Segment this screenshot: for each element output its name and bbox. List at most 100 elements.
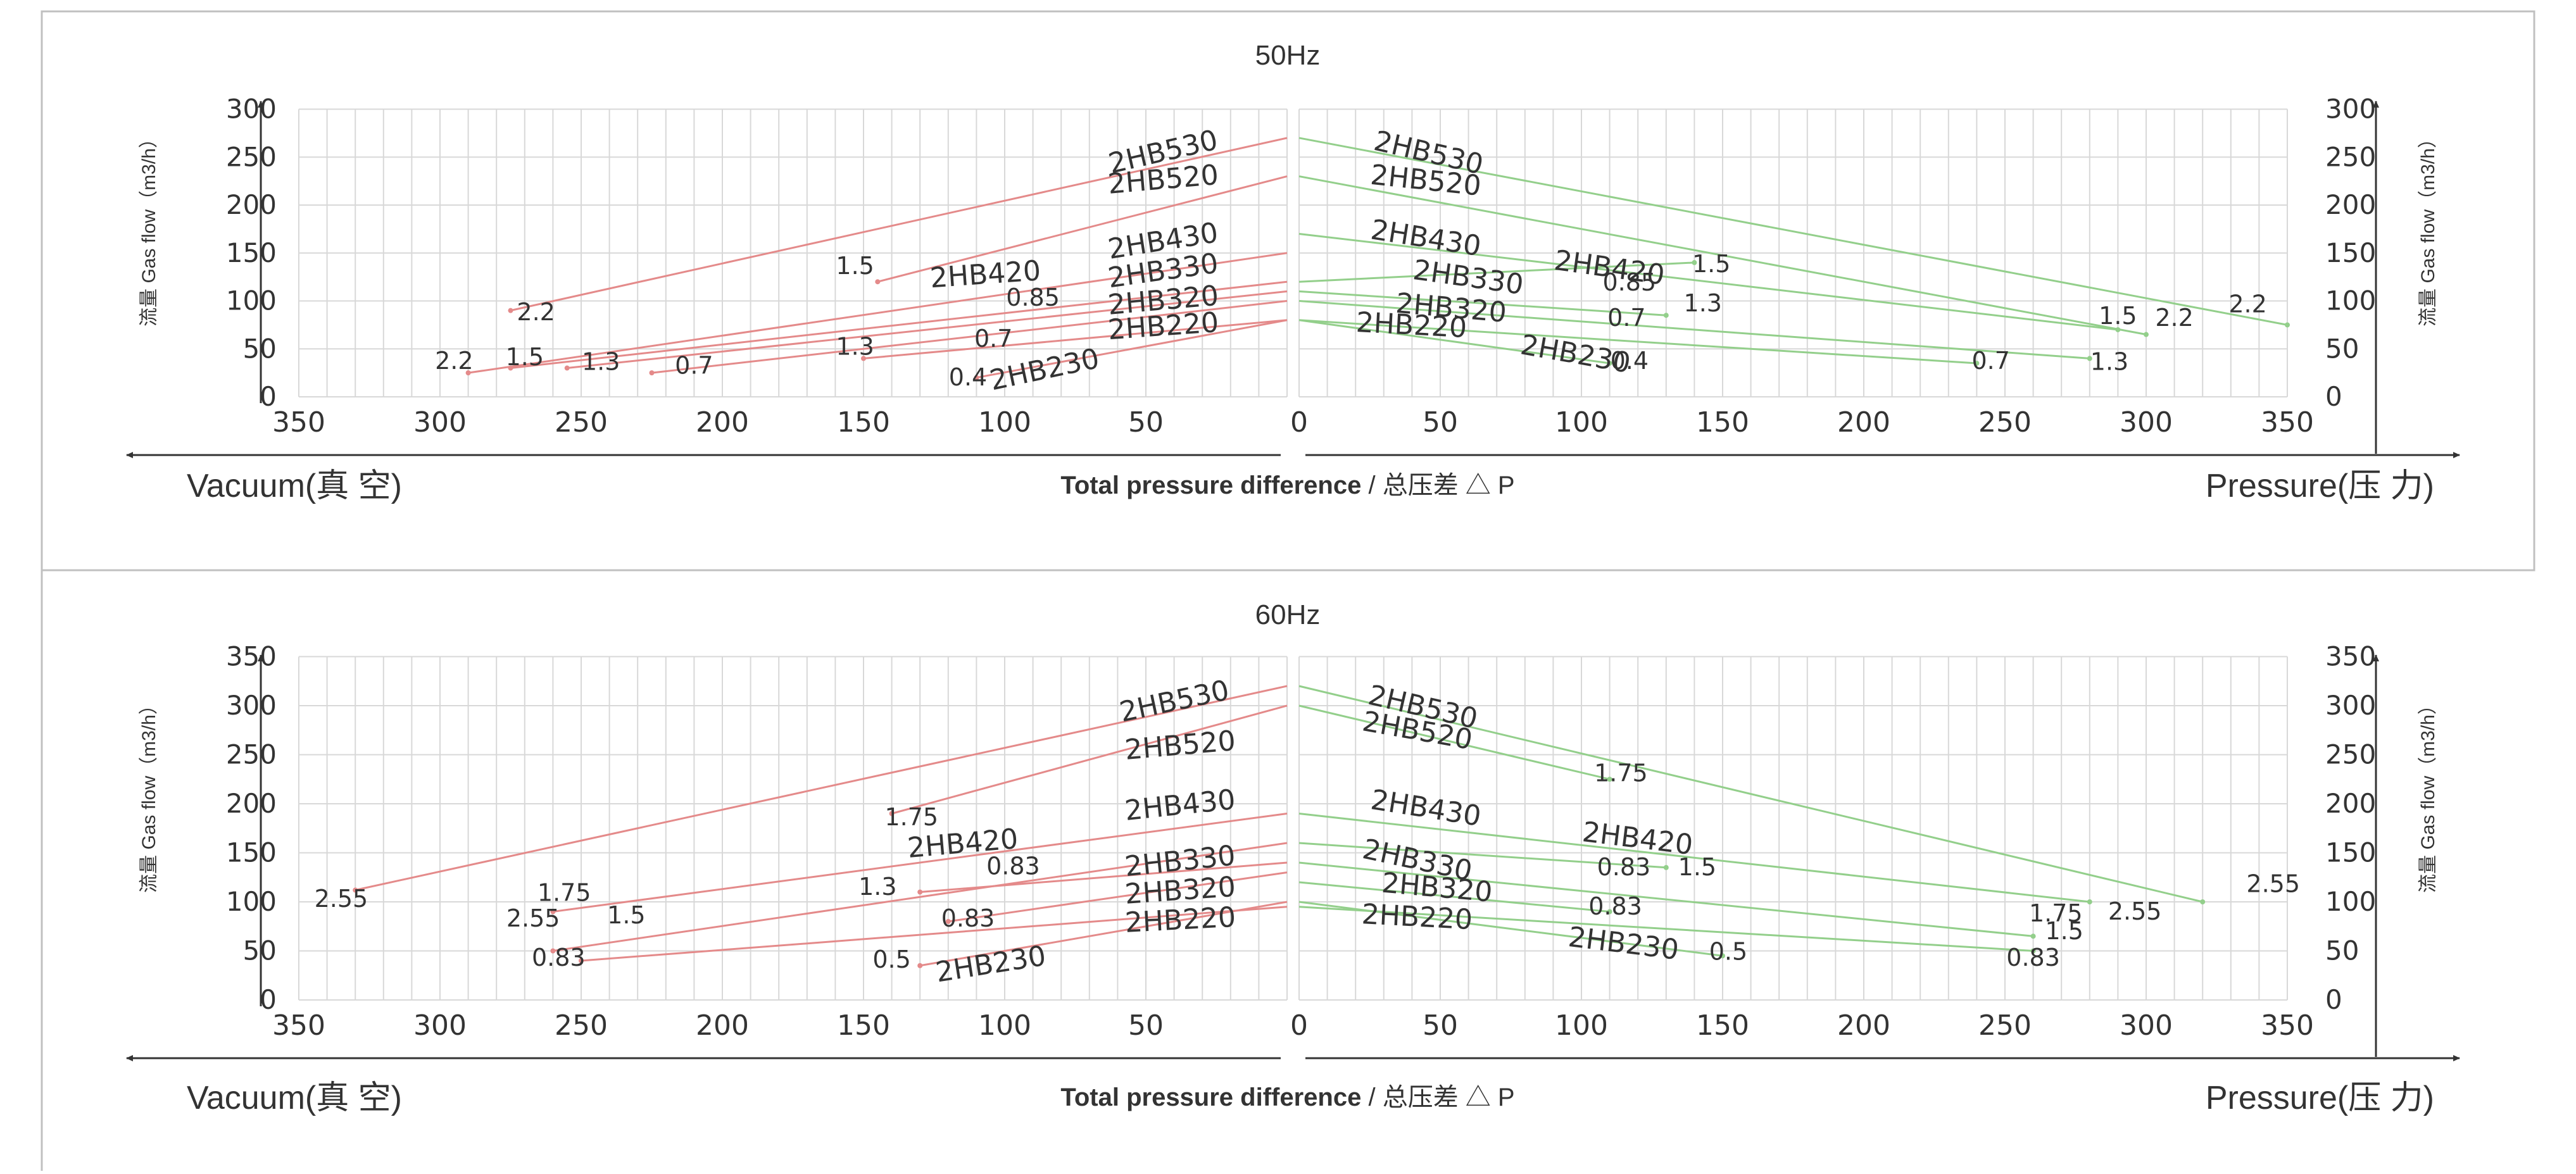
- data-label: 0.85: [1006, 284, 1060, 311]
- series-line-vacuum-2hb320: [651, 300, 1288, 374]
- y-tick-label: 350: [2325, 641, 2376, 672]
- series-label: 2HB230: [1566, 921, 1680, 966]
- series-label: 2HB220: [1355, 306, 1468, 344]
- axes: 0 0 50 50 100 100 150 150 200 200 250 250 300 300 350 3…: [126, 94, 2460, 458]
- y-tick-label: 300: [226, 690, 277, 721]
- x-tick-label: 300: [413, 1009, 467, 1042]
- series-line-pressure-2hb420: [1298, 842, 1666, 869]
- series-endpoint: [2115, 327, 2121, 332]
- x-tick-label: 300: [2120, 406, 2173, 439]
- y-tick-label: 100: [2325, 886, 2376, 917]
- x-tick-label: 100: [978, 1009, 1031, 1042]
- series-label: 2HB320: [1124, 871, 1236, 911]
- series-line-pressure-2hb520: [1298, 175, 2147, 335]
- series-endpoint: [1607, 777, 1612, 782]
- y-tick-label: 250: [2325, 739, 2376, 770]
- series-endpoint: [1607, 360, 1612, 366]
- series-line-pressure-2hb530: [1298, 685, 2203, 903]
- x-tick-label: 200: [1837, 1009, 1890, 1042]
- series-line-pressure-2hb330: [1298, 290, 1666, 316]
- data-label: 0.7: [974, 325, 1012, 353]
- series-endpoint: [465, 370, 471, 376]
- series-endpoint: [2144, 332, 2149, 337]
- series-endpoint: [2030, 934, 2036, 939]
- data-label: 1.5: [506, 343, 544, 371]
- x-label-center-cn: / 总压差 △ P: [1368, 471, 1514, 499]
- series-line-pressure-2hb220: [1298, 319, 1610, 365]
- series-label: 2HB430: [1369, 784, 1483, 833]
- x-tick-label: 350: [272, 1009, 325, 1042]
- series-line-vacuum-2hb330: [920, 861, 1288, 893]
- series-endpoint: [974, 375, 979, 380]
- series-label: 2HB420: [929, 254, 1041, 294]
- series-endpoint: [1663, 865, 1669, 870]
- series-endpoint: [2087, 356, 2092, 361]
- y-tick-label: 200: [2325, 788, 2376, 819]
- data-label: 0.83: [986, 852, 1040, 880]
- series-line-vacuum-2hb230: [863, 319, 1288, 359]
- x-tick-label: 250: [555, 406, 608, 439]
- x-label-center: Total pressure difference / 总压差 △ P: [1060, 1083, 1514, 1111]
- x-label-vacuum: Vacuum(真 空): [187, 1080, 402, 1116]
- series-line-vacuum-2hb420: [510, 280, 1288, 370]
- series-line-vacuum-2hb430: [468, 252, 1288, 374]
- y-tick-label: 150: [2325, 237, 2376, 268]
- x-tick-label: 250: [555, 1009, 608, 1042]
- data-label: 1.3: [836, 332, 874, 360]
- y-tick-label: 100: [2325, 285, 2376, 316]
- series-endpoint: [2285, 322, 2290, 328]
- series-line-vacuum-2hb220: [581, 906, 1288, 962]
- series-line-vacuum-2hb420: [553, 842, 1288, 952]
- y-tick-label: 250: [226, 739, 277, 770]
- series-line-pressure-2hb330: [1298, 861, 2033, 937]
- y-tick-label: 200: [226, 788, 277, 819]
- y-tick-label: 0: [2325, 984, 2342, 1015]
- series-line-vacuum-2hb220: [976, 319, 1288, 379]
- data-label: 2.55: [315, 885, 368, 913]
- data-label: 2.2: [435, 347, 473, 375]
- series-endpoint: [579, 958, 584, 963]
- series-line-pressure-2hb320: [1298, 300, 2090, 359]
- series-endpoint: [564, 365, 570, 371]
- series-endpoint: [1720, 953, 1725, 959]
- x-tick-label: 0: [1290, 406, 1308, 439]
- y-axis-label-left: 流量 Gas flow（m3/h）: [139, 696, 160, 893]
- x-tick-label: 350: [2261, 1009, 2314, 1042]
- y-tick-label: 0: [2325, 381, 2342, 412]
- x-tick-label: 150: [837, 406, 890, 439]
- y-tick-label: 300: [2325, 690, 2376, 721]
- y-tick-label: 0: [260, 984, 277, 1015]
- x-tick-label: 50: [1128, 1009, 1164, 1042]
- y-tick-label: 100: [226, 886, 277, 917]
- data-label: 1.75: [885, 803, 939, 831]
- y-tick-label: 350: [226, 641, 277, 672]
- x-label-center-cn: / 总压差 △ P: [1368, 1083, 1514, 1111]
- data-label: 0.7: [675, 352, 713, 380]
- y-tick-label: 150: [2325, 837, 2376, 868]
- series-label: 2HB230: [934, 940, 1048, 989]
- y-tick-label: 50: [2325, 935, 2359, 966]
- x-label-center: Total pressure difference / 总压差 △ P: [1060, 471, 1514, 499]
- series-line-vacuum-2hb520: [891, 704, 1288, 815]
- series-line-pressure-2hb430: [1298, 232, 2118, 331]
- series-line-vacuum-2hb530: [510, 137, 1288, 312]
- y-tick-label: 200: [226, 189, 277, 220]
- data-label: 0.4: [1611, 347, 1649, 375]
- data-label: 2.2: [2228, 290, 2266, 318]
- series-label: 2HB220: [1124, 901, 1237, 939]
- data-label: 2.2: [517, 298, 555, 326]
- point-annotations: 2.2 2.2 1.5 1.3 0.7 1.5 1.3 0.85 0.7 0.4 1.5 0.85 1.…: [435, 250, 2267, 391]
- series-endpoint: [508, 365, 513, 371]
- series-line-vacuum-2hb430: [553, 813, 1288, 913]
- axes: 0 0 50 50 100 100 150 150 200 200 250 250 300 300 350 3…: [126, 641, 2460, 1061]
- series-endpoint: [550, 909, 556, 915]
- series-line-pressure-2hb530: [1298, 137, 2288, 326]
- series-line-pressure-2hb320: [1298, 881, 1610, 913]
- x-tick-label: 250: [1978, 406, 2032, 439]
- series-line-pressure-2hb520: [1298, 704, 1610, 780]
- series-endpoint: [353, 887, 358, 893]
- x-tick-label: 150: [1696, 406, 1749, 439]
- x-label-center-en: Total pressure difference: [1060, 1083, 1361, 1111]
- data-label: 0.5: [872, 946, 910, 973]
- data-label: 1.75: [2029, 899, 2083, 927]
